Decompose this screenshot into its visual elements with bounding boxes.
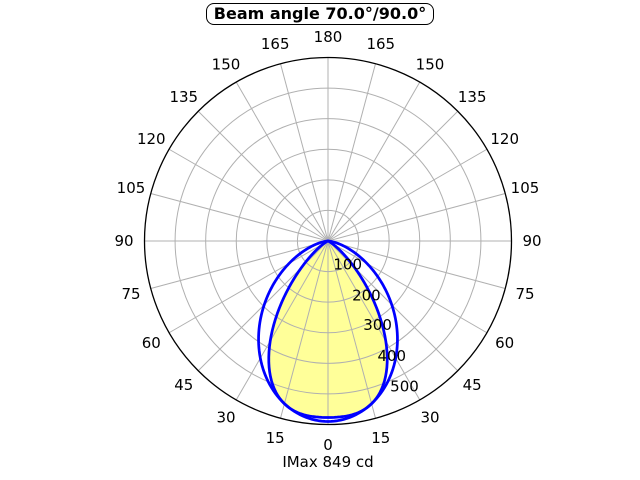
grid-radial-line: [327, 148, 488, 242]
radial-tick-label: 300: [363, 316, 392, 334]
angle-tick-label: 30: [420, 409, 439, 427]
imax-caption: IMax 849 cd: [282, 453, 374, 471]
polar-grid: [144, 57, 512, 425]
grid-radial-line: [327, 240, 376, 419]
radial-tick-labels: 100 200 300 400 500: [333, 255, 418, 395]
angle-tick-label: 120: [137, 130, 166, 148]
grid-radial-line: [327, 81, 421, 242]
grid-radial-line: [197, 110, 329, 242]
angle-tick-label: 90: [114, 232, 133, 250]
angle-tick-label: 15: [371, 429, 390, 447]
grid-radial-line: [150, 240, 329, 289]
beam-curve-beam-70: [267, 239, 389, 419]
angle-tick-label: 15: [266, 429, 285, 447]
grid-radial-line: [327, 193, 506, 242]
grid-radial-line: [327, 63, 376, 242]
angle-tick-label: 75: [515, 285, 534, 303]
angle-tick-label: 30: [216, 409, 235, 427]
angle-tick-label: 60: [142, 334, 161, 352]
angle-tick-label: 165: [261, 35, 290, 53]
grid-radial-line: [168, 148, 329, 242]
grid-radial-line: [280, 63, 329, 242]
grid-radial-line: [235, 81, 329, 242]
angle-tick-labels: 0 15 15 30 30 45 45 60 60 75 75 90 90 105 105 120 120 135…: [114, 28, 541, 454]
angle-tick-label: 105: [511, 179, 540, 197]
grid-radial-line: [327, 240, 506, 289]
angle-tick-label: 0: [323, 436, 333, 454]
angle-tick-label: 60: [495, 334, 514, 352]
grid-radial-line: [235, 240, 329, 401]
angle-tick-label: 45: [174, 376, 193, 394]
grid-radial-line: [168, 240, 329, 334]
angle-tick-label: 75: [121, 285, 140, 303]
radial-tick-label: 400: [377, 347, 406, 365]
beam-curve-beam-90: [257, 239, 399, 423]
grid-radial-line: [150, 193, 329, 242]
grid-radial-line: [327, 110, 459, 242]
angle-tick-label: 180: [314, 28, 343, 46]
radial-tick-label: 100: [333, 255, 362, 273]
grid-radial-line: [327, 240, 421, 401]
angle-tick-label: 150: [416, 55, 445, 73]
angle-tick-label: 120: [490, 130, 519, 148]
angle-tick-label: 105: [117, 179, 146, 197]
grid-radial-line: [327, 240, 488, 334]
angle-tick-label: 135: [169, 88, 198, 106]
angle-tick-label: 45: [463, 376, 482, 394]
outer-circle: [143, 56, 513, 426]
radial-tick-label: 200: [352, 287, 381, 305]
angle-tick-label: 135: [458, 88, 487, 106]
grid-radial-line: [280, 240, 329, 419]
angle-tick-label: 165: [366, 35, 395, 53]
radial-tick-label: 500: [390, 377, 419, 395]
angle-tick-label: 150: [212, 55, 241, 73]
angle-tick-label: 90: [522, 232, 541, 250]
